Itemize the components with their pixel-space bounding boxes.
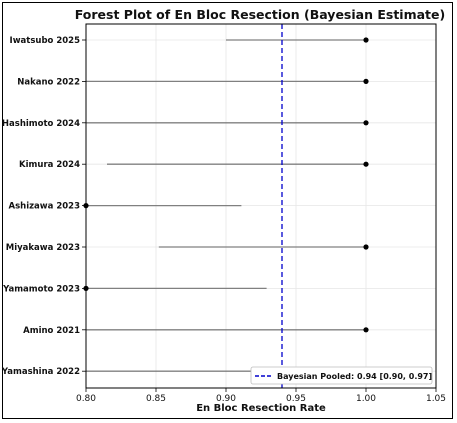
study-label: Yamashina 2022: [1, 367, 80, 377]
legend-pooled-label: Bayesian Pooled: 0.94 [0.90, 0.97]: [277, 372, 432, 381]
study-label: Yamamoto 2023: [2, 284, 80, 294]
point-estimate: [363, 37, 369, 43]
point-estimate: [363, 78, 369, 84]
study-label: Hashimoto 2024: [2, 119, 80, 129]
x-tick-label: 1.05: [426, 394, 446, 404]
x-tick-label: 0.90: [216, 394, 236, 404]
chart-title: Forest Plot of En Bloc Resection (Bayesi…: [75, 7, 445, 22]
x-axis-label: En Bloc Resection Rate: [196, 403, 326, 414]
point-estimate: [363, 327, 369, 333]
study-label: Miyakawa 2023: [6, 243, 80, 253]
point-estimate: [363, 120, 369, 126]
x-tick-label: 0.95: [286, 394, 306, 404]
legend: Bayesian Pooled: 0.94 [0.90, 0.97]: [250, 366, 433, 385]
study-label: Kimura 2024: [19, 160, 80, 170]
study-label: Amino 2021: [23, 326, 80, 336]
study-label: Ashizawa 2023: [9, 202, 81, 212]
legend-box: [250, 366, 433, 385]
x-tick-label: 0.85: [146, 394, 166, 404]
study-label: Iwatsubo 2025: [10, 36, 81, 46]
x-tick-label: 1.00: [356, 394, 376, 404]
y-axis-labels: Iwatsubo 2025 Nakano 2022 Hashimoto 2024 Ki…: [1, 36, 86, 377]
point-estimate: [363, 244, 369, 250]
x-axis-ticks: 0.80 0.85 0.90 0.95 1.00 1.05: [76, 388, 446, 404]
study-label: Nakano 2022: [17, 77, 80, 87]
point-estimate: [363, 161, 369, 167]
chart-frame: [2, 2, 453, 419]
x-tick-label: 0.80: [76, 394, 96, 404]
